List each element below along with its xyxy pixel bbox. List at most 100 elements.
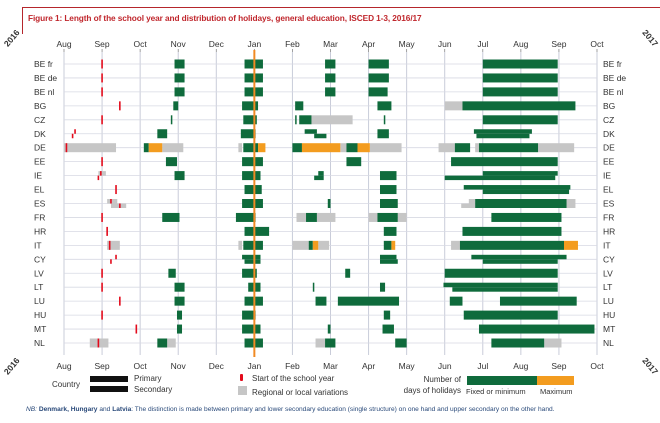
legend-fixed-label: Fixed or minimum: [466, 387, 526, 396]
month-label-bottom: Nov: [171, 361, 187, 371]
country-label-right: NL: [603, 338, 614, 348]
holiday-bar-dk: [304, 129, 317, 134]
holiday-bar-lv: [242, 268, 257, 278]
holiday-bar-lv: [444, 268, 558, 278]
holiday-bar-cz: [170, 115, 173, 125]
holiday-bar-cz: [482, 115, 558, 125]
country-label-right: FR: [603, 212, 614, 222]
holiday-bar-cz: [383, 115, 386, 125]
holiday-bar-es: [475, 199, 567, 208]
school-start-marker: [110, 199, 112, 204]
holiday-bar-lt: [452, 287, 558, 292]
country-label-left: EL: [34, 185, 45, 195]
holiday-bar-fr: [491, 212, 562, 222]
country-label-left: ES: [34, 199, 46, 209]
holiday-bar-dk: [314, 133, 327, 139]
holiday-bar-ie: [242, 171, 261, 181]
holiday-bar-cy: [471, 254, 567, 260]
month-label-bottom: May: [399, 361, 416, 371]
holiday-bar-lu: [174, 296, 185, 306]
legend-secondary-swatch: [90, 386, 128, 392]
holiday-bar-be-de: [368, 73, 389, 83]
legend-regional-label: Regional or local variations: [252, 388, 349, 397]
legend-days-label-1: Number of: [423, 375, 461, 384]
holiday-bar-dk: [377, 129, 389, 139]
holiday-bar-lu: [315, 296, 327, 306]
holiday-bar-cy: [244, 259, 261, 264]
legend-primary-label: Primary: [134, 374, 162, 383]
month-label-bottom: Aug: [56, 361, 71, 371]
country-label-left: NL: [34, 338, 45, 348]
country-label-left: EE: [34, 157, 46, 167]
month-label-bottom: Dec: [209, 361, 225, 371]
holiday-bar-cz: [295, 115, 297, 125]
school-start-marker: [100, 171, 102, 176]
holiday-bar-be-nl: [482, 87, 558, 97]
holiday-bar-de: [301, 143, 341, 153]
month-label-top: Sep: [551, 39, 566, 49]
holiday-bar-hu: [242, 310, 256, 320]
holiday-bar-hu: [383, 310, 391, 320]
holiday-bar-es: [379, 199, 398, 208]
holiday-bar-es: [242, 199, 263, 208]
holiday-bar-be-nl: [174, 87, 185, 97]
holiday-bar-de: [454, 143, 471, 153]
country-label-right: DK: [603, 129, 615, 139]
holiday-bar-lt: [379, 282, 386, 292]
month-label-top: Mar: [323, 39, 338, 49]
country-label-left: IE: [34, 171, 42, 181]
title-frame: [22, 7, 660, 34]
holiday-bar-es: [327, 199, 331, 208]
holiday-bar-be-nl: [325, 87, 336, 97]
holiday-bar-lt: [312, 282, 315, 292]
holiday-bar-es: [468, 199, 476, 204]
month-label-top: Feb: [285, 39, 300, 49]
holiday-bar-de: [162, 143, 184, 153]
holiday-bar-cy: [379, 254, 397, 260]
holiday-bar-de: [292, 143, 302, 153]
holiday-bar-mt: [327, 324, 331, 334]
holiday-bar-es: [461, 203, 476, 208]
legend-max-label: Maximum: [540, 387, 573, 396]
country-label-right: BE de: [603, 73, 626, 83]
holiday-bar-de: [64, 143, 117, 153]
holiday-bar-fr: [235, 212, 256, 222]
country-label-right: BE fr: [603, 59, 622, 69]
school-start-marker: [119, 203, 121, 208]
holiday-bar-el: [244, 185, 262, 195]
school-start-marker: [135, 324, 138, 334]
country-label-left: HU: [34, 310, 46, 320]
note-prefix: NB:: [26, 406, 37, 413]
holiday-bar-nl: [157, 338, 168, 348]
holiday-bar-bg: [242, 101, 259, 111]
holiday-bar-mt: [176, 324, 183, 334]
holiday-bar-ee: [346, 157, 362, 167]
month-label-bottom: Feb: [285, 361, 300, 371]
holiday-bar-it: [391, 240, 396, 250]
footnote: NB: Denmark, Hungary and Latvia: The dis…: [26, 406, 554, 413]
country-label-right: DE: [603, 143, 615, 153]
holiday-bar-hr: [244, 226, 270, 236]
country-label-left: HR: [34, 226, 46, 236]
month-label-top: Dec: [209, 39, 225, 49]
holiday-bar-ie: [174, 171, 185, 181]
holiday-bar-dk: [240, 129, 256, 139]
school-start-marker: [65, 143, 68, 153]
holiday-bar-nl: [491, 338, 545, 348]
country-label-right: ES: [603, 199, 615, 209]
school-start-marker: [101, 59, 103, 69]
month-label-bottom: Jul: [477, 361, 488, 371]
holiday-bar-fr: [397, 212, 407, 222]
holiday-bar-mt: [382, 324, 394, 334]
holiday-bar-ee: [165, 157, 177, 167]
month-label-top: Sep: [95, 39, 110, 49]
year-end-label-top: 2017: [640, 28, 660, 49]
school-start-marker: [110, 259, 112, 264]
month-label-bottom: Mar: [323, 361, 338, 371]
country-label-left: BE fr: [34, 59, 53, 69]
country-label-right: HU: [603, 310, 615, 320]
school-start-marker: [101, 157, 103, 167]
holiday-bar-ee: [242, 157, 263, 167]
holiday-bar-it: [459, 240, 565, 250]
